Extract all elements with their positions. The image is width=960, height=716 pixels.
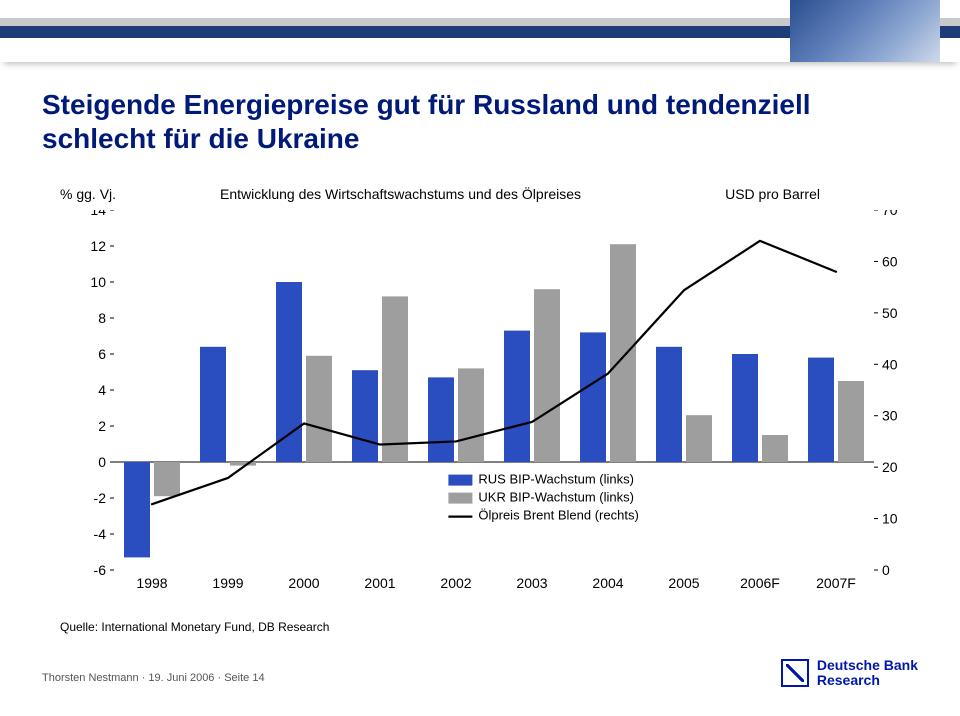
bar (382, 296, 408, 462)
y-left-tick-label: 14 (90, 210, 106, 218)
y-right-tick-label: 30 (882, 408, 898, 424)
y-left-tick-label: 12 (90, 238, 106, 254)
x-tick-label: 2000 (288, 575, 319, 591)
legend-swatch (448, 493, 472, 504)
y-left-tick-label: -2 (94, 490, 107, 506)
bar (230, 462, 256, 466)
bar (808, 358, 834, 462)
y-right-tick-label: 60 (882, 253, 898, 269)
slide-title: Steigende Energiepreise gut für Russland… (42, 88, 862, 155)
y-left-tick-label: 10 (90, 274, 106, 290)
bar (458, 368, 484, 462)
bar (686, 415, 712, 462)
y-left-tick-label: 8 (98, 310, 106, 326)
chart-svg: -6 -4 -2 0 2 4 6 8 10 12 14 0 10 20 30 40 50 60 70 1998 1999… (60, 210, 936, 600)
bar (428, 377, 454, 462)
legend-swatch (448, 475, 472, 486)
bar (306, 356, 332, 462)
y-right-tick-label: 70 (882, 210, 898, 218)
x-tick-label: 2002 (440, 575, 471, 591)
legend-label: RUS BIP-Wachstum (links) (478, 472, 634, 487)
x-tick-label: 1998 (136, 575, 167, 591)
footer-author: Thorsten Nestmann · 19. Juni 2006 · Seit… (42, 672, 265, 684)
deutschebank-logo-icon (781, 659, 809, 687)
x-tick-label: 2007F (816, 575, 856, 591)
bar (580, 332, 606, 462)
bar (200, 347, 226, 462)
y-right-tick-label: 10 (882, 511, 898, 527)
bar (610, 244, 636, 462)
bar (838, 381, 864, 462)
left-axis-title: % gg. Vj. (60, 186, 116, 202)
chart-container: % gg. Vj. Entwicklung des Wirtschaftswac… (60, 186, 900, 606)
y-left-tick-label: -4 (94, 526, 107, 542)
slide-header-band (0, 0, 960, 62)
bar (124, 462, 150, 557)
brand-line-1: Deutsche Bank (817, 658, 918, 673)
bar (534, 289, 560, 462)
legend-label: Ölpreis Brent Blend (rechts) (478, 508, 638, 523)
y-right-tick-label: 40 (882, 356, 898, 372)
y-right-tick-label: 20 (882, 459, 898, 475)
y-right-tick-label: 0 (882, 562, 890, 578)
y-right-tick-label: 50 (882, 305, 898, 321)
footer-logo: Deutsche Bank Research (781, 658, 918, 687)
right-axis-title: USD pro Barrel (725, 186, 820, 202)
y-left-tick-label: -6 (94, 562, 107, 578)
bar (732, 354, 758, 462)
legend-label: UKR BIP-Wachstum (links) (478, 490, 634, 505)
y-left-tick-label: 4 (98, 382, 106, 398)
chart-title: Entwicklung des Wirtschaftswachstums und… (220, 186, 581, 202)
chart-source: Quelle: International Monetary Fund, DB … (60, 620, 329, 634)
y-left-tick-label: 6 (98, 346, 106, 362)
bar (352, 370, 378, 462)
deutschebank-logo-text: Deutsche Bank Research (817, 658, 918, 687)
chart-plot: -6-4-20246810121401020304050607019981999… (96, 210, 856, 570)
header-photo (790, 0, 940, 62)
bar (154, 462, 180, 496)
x-tick-label: 1999 (212, 575, 243, 591)
bar (504, 331, 530, 462)
y-left-tick-label: 0 (98, 454, 106, 470)
bar (656, 347, 682, 462)
x-tick-label: 2003 (516, 575, 547, 591)
x-tick-label: 2004 (592, 575, 623, 591)
x-tick-label: 2005 (668, 575, 699, 591)
x-tick-label: 2001 (364, 575, 395, 591)
y-left-tick-label: 2 (98, 418, 106, 434)
x-tick-label: 2006F (740, 575, 780, 591)
bar (762, 435, 788, 462)
brand-line-2: Research (817, 673, 918, 688)
